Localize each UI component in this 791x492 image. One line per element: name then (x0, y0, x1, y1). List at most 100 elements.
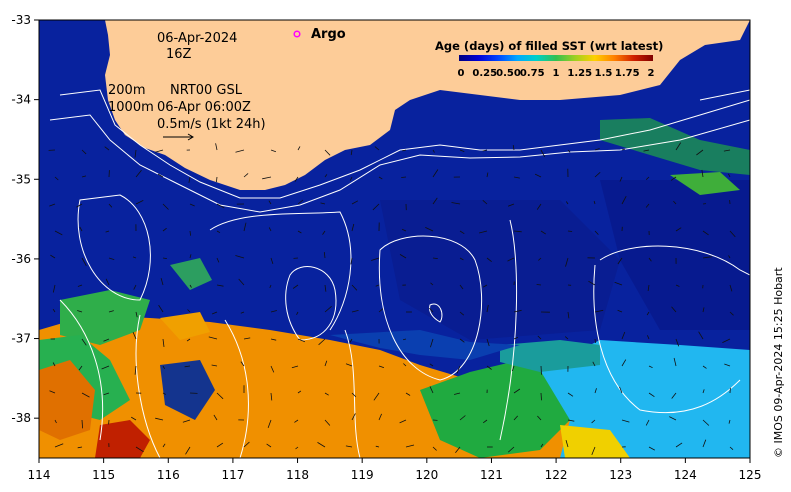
current-vector (320, 202, 326, 205)
current-vector (81, 338, 87, 346)
current-vector (702, 256, 712, 259)
current-vector (78, 365, 83, 371)
current-vector (108, 310, 114, 313)
current-vector (243, 441, 250, 448)
legend-tick-label: 0.50 (496, 68, 521, 79)
contour-depth-200m: 200m (108, 83, 145, 98)
lon-tick-label: 119 (351, 468, 374, 482)
current-vector (323, 252, 326, 259)
current-vector (451, 202, 461, 205)
lon-tick-label: 125 (739, 468, 762, 482)
current-vector (378, 308, 384, 313)
ssh-contour-5 (429, 303, 443, 323)
current-vector (432, 257, 438, 259)
current-vector (567, 419, 575, 422)
current-vector (324, 174, 328, 178)
current-vector (512, 145, 515, 151)
current-vector (617, 257, 623, 265)
current-vector (511, 365, 515, 372)
current-vector (648, 392, 655, 398)
ssh-contour-12 (59, 299, 104, 441)
current-vector (722, 338, 731, 343)
credit-text: © IMOS 09-Apr-2024 15:25 Hobart (772, 267, 785, 458)
current-vector (459, 149, 465, 152)
current-vector (648, 446, 655, 451)
deep-blue-patch-east (600, 180, 750, 330)
current-vector (430, 282, 434, 286)
current-vector (243, 222, 247, 232)
current-vector (728, 173, 731, 178)
current-vector (536, 203, 542, 210)
plot-area (39, 20, 750, 458)
current-vector (216, 392, 224, 400)
lon-tick-label: 120 (415, 468, 438, 482)
current-vector (670, 176, 677, 181)
current-vector (374, 146, 380, 151)
current-vector (108, 203, 113, 208)
lon-tick-label: 117 (221, 468, 244, 482)
current-vector (52, 308, 56, 313)
current-vector (297, 199, 304, 205)
current-vector (591, 419, 596, 424)
current-vector (621, 196, 627, 205)
current-vector (723, 149, 731, 152)
current-vector (701, 169, 704, 178)
current-vector (189, 284, 192, 288)
current-vector (52, 284, 56, 293)
current-vector (54, 176, 59, 181)
ssh-contour-3 (285, 266, 337, 341)
current-vector (479, 230, 488, 234)
current-vector (405, 392, 411, 396)
current-vector (216, 284, 224, 287)
current-vector (399, 254, 407, 259)
current-vector (702, 365, 707, 369)
current-vector (270, 392, 273, 401)
current-vector (534, 173, 542, 178)
current-vector (673, 200, 677, 205)
current-vector (567, 149, 571, 153)
sst-age-yellow-patch (560, 425, 630, 458)
current-vector (594, 388, 597, 394)
current-vector (459, 415, 466, 421)
current-vector (401, 228, 407, 232)
current-vector (371, 257, 380, 261)
current-vector (483, 284, 488, 288)
current-vector (432, 149, 435, 153)
current-vector (291, 365, 299, 369)
current-vector (432, 446, 437, 451)
current-vector (729, 311, 734, 316)
lat-tick-label: -36 (11, 252, 31, 266)
current-vector (432, 169, 439, 178)
sst-age-midblue-band (330, 330, 520, 360)
lon-tick-label: 123 (609, 468, 632, 482)
ssh-contour-7 (599, 245, 750, 276)
current-vector (729, 230, 736, 238)
current-vector (155, 417, 164, 421)
lat-tick-label: -38 (11, 411, 31, 425)
legend-title: Age (days) of filled SST (wrt latest) (435, 39, 663, 53)
current-vector (594, 338, 596, 344)
lon-tick-label: 116 (157, 468, 180, 482)
current-vector (324, 392, 329, 396)
current-vector (350, 149, 353, 156)
current-vector (54, 419, 57, 424)
current-vector (593, 200, 596, 205)
current-vector (675, 442, 683, 448)
current-vector (513, 415, 518, 421)
sst-age-green-patch-east (670, 172, 740, 195)
current-vector (77, 284, 83, 287)
current-vector (482, 149, 488, 152)
ssh-contour-10 (224, 319, 249, 458)
current-vector (696, 149, 704, 156)
current-vector (350, 257, 353, 265)
current-vector (133, 284, 137, 290)
current-vector (294, 419, 299, 423)
current-vector (378, 365, 385, 368)
current-vector (54, 230, 63, 236)
current-vector (702, 389, 705, 394)
longitude-axis: 114 115 116 117 118 119 120 121 122 123 124 125 (28, 458, 762, 482)
current-vector (295, 446, 299, 450)
current-vector (52, 362, 56, 367)
current-vector (698, 331, 704, 340)
current-vector (507, 203, 515, 207)
